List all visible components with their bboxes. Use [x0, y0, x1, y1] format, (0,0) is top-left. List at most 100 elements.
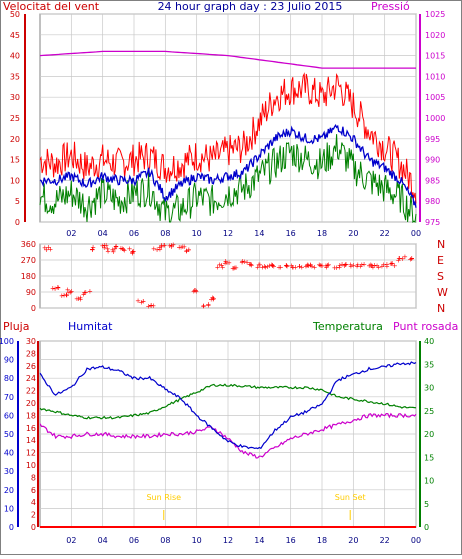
direction-point: + [148, 302, 154, 310]
wind-y-tick-label: 5 [15, 197, 20, 206]
direction-point: + [64, 292, 70, 300]
direction-point: + [400, 255, 406, 263]
direction-point: + [305, 261, 311, 269]
direction-point: + [388, 260, 394, 268]
direction-point: + [77, 295, 83, 303]
direction-point: + [358, 263, 364, 271]
chart-title: 24 hour graph day : 23 Julio 2015 [158, 0, 343, 13]
direction-point: + [409, 255, 415, 263]
direction-point: + [395, 256, 401, 264]
direction-point: + [389, 260, 395, 268]
sun_rise-label: Sun Rise [146, 493, 181, 502]
environment-x-tick-label: 14 [254, 536, 264, 545]
pressure-y-tick-label: 1000 [425, 114, 445, 123]
direction-point: + [290, 264, 296, 272]
direction-point: + [244, 259, 250, 267]
direction-point: + [337, 261, 343, 269]
humidity-y-tick-label: 70 [4, 393, 14, 402]
direction-point: + [312, 263, 318, 271]
direction-point: + [192, 286, 198, 294]
temperature-y-tick-label: 40 [424, 337, 434, 346]
direction-point: + [248, 260, 254, 268]
direction-y-tick-label: 270 [21, 256, 36, 265]
wind-x-tick-label: 06 [129, 229, 139, 238]
direction-point: + [186, 246, 192, 254]
direction-point: + [292, 264, 298, 272]
environment-x-tick-label: 22 [380, 536, 390, 545]
temperature-y-tick-label: 15 [424, 453, 434, 462]
direction-point: + [159, 241, 165, 249]
direction-point: + [63, 291, 69, 299]
direction-point: + [102, 242, 108, 250]
direction-point: + [167, 242, 173, 250]
direction-point: + [140, 297, 146, 305]
direction-point: + [368, 262, 374, 270]
direction-point: + [110, 248, 116, 256]
humidity-y-tick-label: 90 [4, 356, 14, 365]
direction-point: + [270, 261, 276, 269]
pressure-y-tick-label: 1005 [425, 93, 445, 102]
rain-y-tick-label: 28 [26, 349, 36, 358]
direction-point: + [193, 286, 199, 294]
direction-point: + [90, 243, 96, 251]
direction-point: + [289, 262, 295, 270]
direction-point: + [376, 263, 382, 271]
direction-point: + [150, 302, 156, 310]
humidity-y-tick-label: 40 [4, 449, 14, 458]
temperature-y-tick-label: 35 [424, 360, 434, 369]
direction-point: + [370, 264, 376, 272]
rain-y-tick-label: 6 [31, 486, 36, 495]
direction-point: + [223, 257, 229, 265]
direction-y-tick-label: 0 [31, 304, 36, 313]
direction-point: + [157, 246, 163, 254]
sun_set-label: Sun Set [335, 493, 366, 502]
temperature-axis-title: Temperatura [312, 320, 383, 333]
direction-point: + [269, 262, 275, 270]
direction-point: + [120, 245, 126, 253]
humidity-y-tick-label: 0 [9, 523, 14, 532]
pressure-y-tick-label: 985 [425, 176, 440, 185]
rain-y-tick-label: 18 [26, 411, 36, 420]
direction-point: + [226, 259, 232, 267]
environment-x-tick-label: 16 [286, 536, 296, 545]
direction-point: + [348, 263, 354, 271]
direction-point: + [402, 253, 408, 261]
direction-point: + [249, 262, 255, 270]
environment-x-tick-label: 02 [66, 536, 76, 545]
direction-point: + [113, 243, 119, 251]
direction-point: + [264, 263, 270, 271]
compass-label: S [437, 270, 444, 283]
direction-point: + [381, 261, 387, 269]
direction-point: + [409, 254, 415, 262]
direction-point: + [65, 286, 71, 294]
direction-point: + [284, 262, 290, 270]
wind-x-tick-label: 20 [348, 229, 358, 238]
direction-point: + [317, 262, 323, 270]
direction-point: + [255, 263, 261, 271]
direction-point: + [366, 262, 372, 270]
direction-point: + [74, 295, 80, 303]
direction-point: + [269, 261, 275, 269]
temperature-y-tick-label: 5 [424, 500, 429, 509]
direction-point: + [239, 258, 245, 266]
temperature-y-tick-label: 10 [424, 477, 434, 486]
humidity-y-tick-label: 50 [4, 430, 14, 439]
direction-point: + [184, 247, 190, 255]
direction-point: + [68, 289, 74, 297]
wind-series-low [39, 134, 417, 224]
direction-point: + [374, 262, 380, 270]
rain-y-tick-label: 26 [26, 362, 36, 371]
direction-point: + [61, 291, 67, 299]
direction-point: + [233, 264, 239, 272]
environment-series-dewpoint [39, 412, 417, 459]
direction-point: + [52, 285, 58, 293]
direction-point: + [161, 242, 167, 250]
direction-point: + [379, 262, 385, 270]
compass-label: N [437, 302, 445, 315]
direction-point: + [89, 246, 95, 254]
direction-point: + [332, 264, 338, 272]
direction-point: + [66, 289, 72, 297]
direction-point: + [396, 255, 402, 263]
direction-point: + [47, 246, 53, 254]
